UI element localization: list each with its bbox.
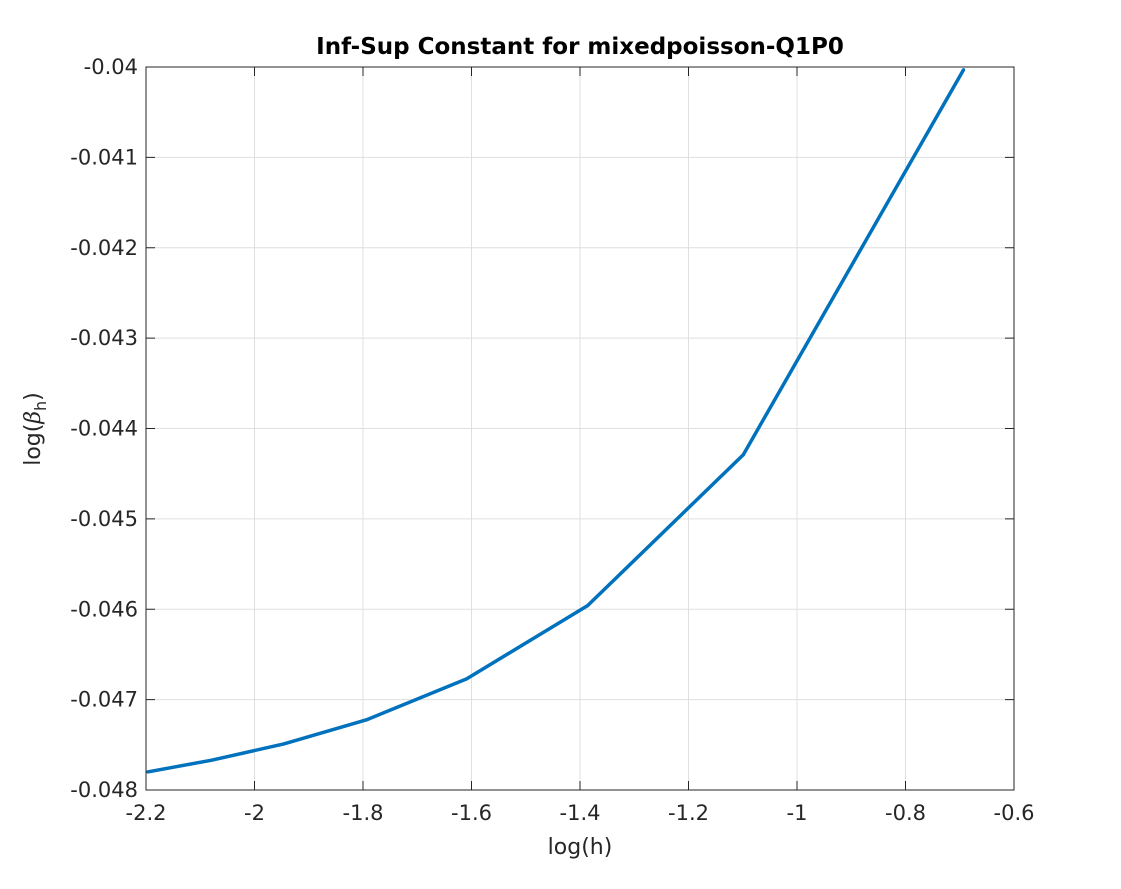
x-tick-label: -2.2 — [126, 801, 167, 825]
data-point — [282, 742, 286, 746]
y-tick-label: -0.04 — [84, 55, 138, 79]
y-axis-label: log(βh) — [21, 392, 50, 466]
y-tick-label: -0.047 — [70, 688, 138, 712]
data-point — [210, 758, 214, 762]
x-tick-label: -1.2 — [668, 801, 709, 825]
x-tick-label: -1.6 — [451, 801, 492, 825]
y-tick-label: -0.048 — [70, 778, 138, 802]
y-tick-label: -0.041 — [70, 145, 138, 169]
y-axis-label-suffix: ) — [21, 392, 46, 401]
series-line-0 — [147, 68, 966, 774]
x-tick-label: -1.8 — [343, 801, 384, 825]
y-tick-label: -0.045 — [70, 507, 138, 531]
x-tick-label: -0.6 — [994, 801, 1035, 825]
x-tick-label: -1 — [787, 801, 808, 825]
chart-title: Inf-Sup Constant for mixedpoisson-Q1P0 — [316, 34, 844, 60]
data-point — [146, 770, 150, 774]
data-point — [365, 717, 369, 722]
series-layer — [146, 68, 966, 774]
y-axis-label-prefix: log( — [21, 424, 46, 466]
x-tick-labels: -2.2 -2 -1.8 -1.6 -1.4 -1.2 -1 -0.8 -0.6 — [126, 801, 1035, 825]
data-point — [741, 453, 745, 457]
data-point — [465, 677, 469, 681]
y-tick-labels: -0.048 -0.047 -0.046 -0.045 -0.044 -0.043 -0.0… — [70, 55, 138, 802]
data-point — [961, 68, 966, 72]
y-tick-label: -0.044 — [70, 417, 138, 441]
x-tick-label: -0.8 — [885, 801, 926, 825]
tick-marks — [145, 66, 1015, 791]
y-axis-label-subscript: h — [31, 401, 50, 411]
x-tick-label: -1.4 — [560, 801, 601, 825]
y-tick-label: -0.043 — [70, 326, 138, 350]
data-point — [585, 604, 590, 608]
x-axis-label: log(h) — [548, 835, 613, 860]
y-tick-label: -0.042 — [70, 236, 138, 260]
y-tick-label: -0.046 — [70, 597, 138, 621]
x-tick-label: -2 — [244, 801, 265, 825]
y-axis-label-symbol: β — [21, 411, 46, 425]
